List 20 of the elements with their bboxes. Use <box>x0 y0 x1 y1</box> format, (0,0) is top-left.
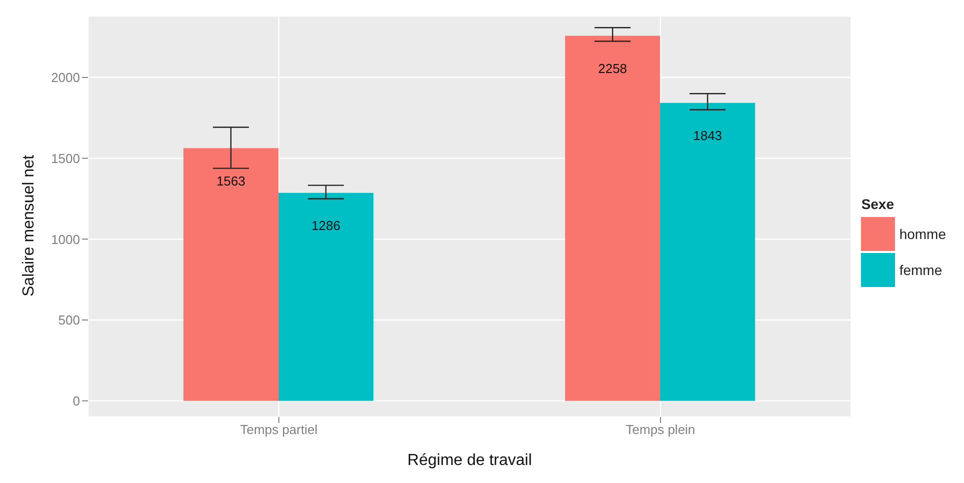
text: homme <box>899 226 946 242</box>
data-label: 2258 <box>598 60 628 76</box>
y-axis-title: Salaire mensuel net <box>20 154 38 296</box>
data-label: 1563 <box>216 173 246 188</box>
x-axis-title: Régime de travail <box>407 452 532 469</box>
data-label: 1843 <box>693 128 722 144</box>
legend-title: Sexe <box>861 196 896 212</box>
bar <box>565 36 660 401</box>
x-tick-label: Temps plein <box>626 422 696 438</box>
bar <box>183 148 278 401</box>
x-tick-label: Temps partiel <box>240 422 318 438</box>
bar <box>278 192 374 401</box>
y-tick-label: 0 <box>72 393 80 408</box>
y-tick-label: 1500 <box>51 150 80 166</box>
y-tick-label: 2000 <box>51 70 80 86</box>
data-label: 1286 <box>311 218 340 234</box>
y-tick-label: 1000 <box>51 232 80 247</box>
text: femme <box>899 262 942 278</box>
y-tick-label: 500 <box>58 312 80 328</box>
bar <box>660 102 756 401</box>
